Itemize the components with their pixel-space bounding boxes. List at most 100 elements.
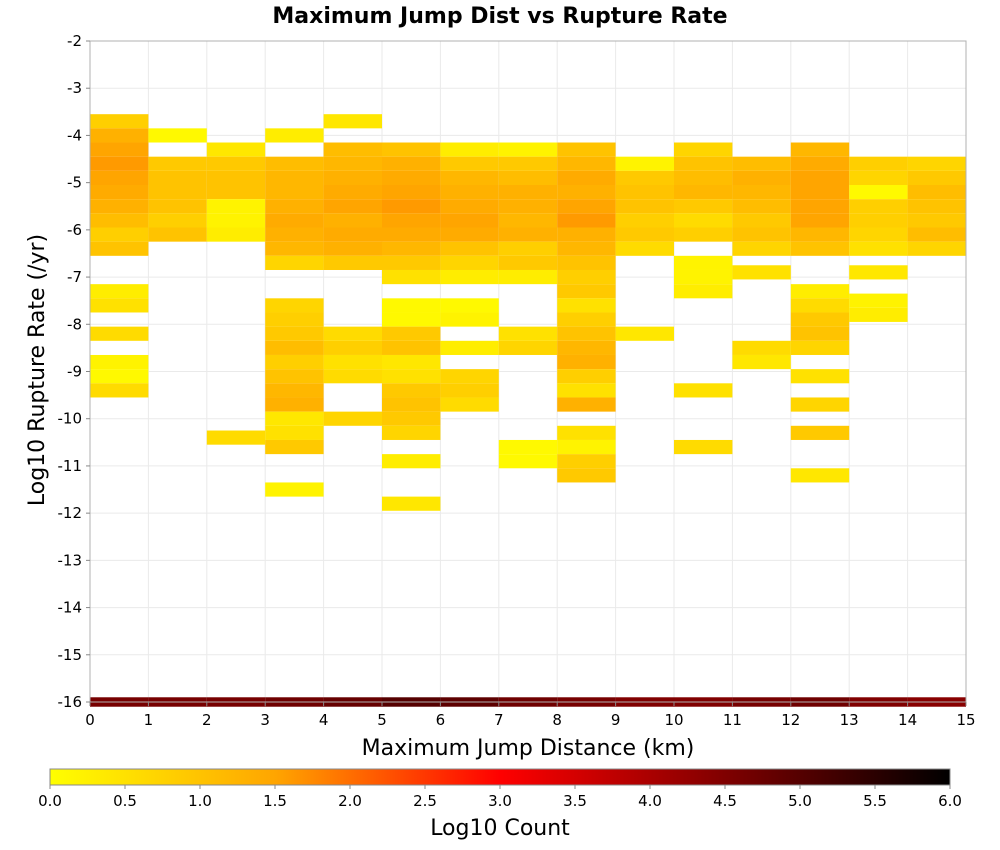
heatmap-cell [674, 170, 733, 186]
heatmap-cell [382, 496, 441, 511]
colorbar: 0.0 0.5 1.0 1.5 2.0 2.5 3.0 3.5 4.0 4.5 5.0 5.5 6.0 … [38, 768, 962, 841]
heatmap-cell [674, 156, 733, 171]
heatmap-cell [557, 255, 616, 270]
heatmap-cell [382, 340, 441, 355]
heatmap-cell [732, 170, 791, 186]
heatmap-cell [382, 255, 441, 270]
heatmap-cell [557, 383, 616, 398]
heatmap-cell [498, 454, 558, 469]
heatmap-cell [732, 213, 791, 228]
heatmap-cell [382, 241, 441, 256]
heatmap-cell [323, 411, 382, 426]
colorbar-tick-label: 4.5 [713, 792, 737, 810]
heatmap-cell [790, 468, 850, 483]
x-tick-label: 12 [781, 711, 800, 729]
heatmap-cell [440, 156, 499, 171]
heatmap-cell [206, 142, 266, 157]
heatmap-cell [557, 439, 616, 455]
heatmap-cell [440, 298, 499, 313]
colorbar-tick-label: 0.5 [113, 792, 137, 810]
heatmap-cell [323, 340, 382, 355]
heatmap-cell [498, 170, 558, 186]
heatmap-cell [440, 227, 499, 242]
heatmap-cell [148, 156, 207, 171]
heatmap-cell [382, 199, 441, 214]
heatmap-cell [849, 293, 908, 308]
heatmap-cell [849, 213, 908, 228]
heatmap-cell [265, 156, 324, 171]
heatmap-cell [498, 439, 558, 455]
heatmap-cell [790, 142, 850, 157]
heatmap-cell [90, 185, 149, 200]
heatmap-cell [615, 227, 674, 242]
heatmap-cell [674, 255, 733, 270]
heatmap-cell [265, 213, 324, 228]
heatmap-cell [382, 383, 441, 398]
y-tick-label: -11 [58, 457, 83, 475]
heatmap-cell [615, 213, 674, 228]
y-tick-label: -13 [58, 551, 83, 569]
heatmap-cell [732, 227, 791, 242]
heatmap-cell [732, 340, 791, 355]
y-tick-label: -3 [67, 79, 82, 97]
heatmap-cell [907, 170, 966, 186]
heatmap-cell [382, 185, 441, 200]
heatmap-cell [265, 411, 324, 426]
heatmap-cell [323, 227, 382, 242]
heatmap-cell [907, 185, 966, 200]
heatmap-cell [90, 369, 149, 384]
heatmap-cell [907, 213, 966, 228]
heatmap-cell [265, 312, 324, 327]
colorbar-tick-label: 5.0 [788, 792, 812, 810]
y-tick-label: -7 [67, 268, 82, 286]
x-tick-label: 8 [552, 711, 562, 729]
heatmap-cell [674, 213, 733, 228]
y-tick-label: -5 [67, 174, 82, 192]
heatmap-cell [732, 354, 791, 370]
heatmap-cell [382, 369, 441, 384]
heatmap-cell [790, 227, 850, 242]
heatmap-cell [265, 326, 324, 341]
heatmap-cell [323, 255, 382, 270]
colorbar-tick-label: 1.0 [188, 792, 212, 810]
x-tick-label: 11 [723, 711, 742, 729]
heatmap-cell [440, 241, 499, 256]
heatmap-cell [907, 199, 966, 214]
heatmap-cell [732, 241, 791, 256]
heatmap-cell [674, 142, 733, 157]
heatmap-cell [790, 213, 850, 228]
heatmap-cell [674, 439, 733, 455]
heatmap-cell [323, 213, 382, 228]
x-tick-label: 5 [377, 711, 387, 729]
heatmap-cell [674, 199, 733, 214]
heatmap-cell [849, 241, 908, 256]
heatmap-cell [265, 227, 324, 242]
heatmap-cell [440, 213, 499, 228]
heatmap-cell [382, 298, 441, 313]
heatmap-cell [382, 213, 441, 228]
colorbar-tick-label: 3.0 [488, 792, 512, 810]
x-tick-label: 15 [956, 711, 975, 729]
x-tick-label: 6 [436, 711, 446, 729]
heatmap-cell [382, 425, 441, 440]
heatmap-cell [265, 128, 324, 143]
heatmap-cell [849, 307, 908, 322]
heatmap-cell [382, 411, 441, 426]
heatmap-cell [440, 383, 499, 398]
heatmap-cell [557, 468, 616, 483]
y-tick-label: -15 [58, 646, 83, 664]
heatmap-cell [265, 241, 324, 256]
heatmap-cell [907, 227, 966, 242]
heatmap-cell [265, 482, 324, 497]
heatmap-cell [498, 241, 558, 256]
colorbar-label: Log10 Count [430, 816, 570, 841]
heatmap-cell [90, 298, 149, 313]
heatmap-cell [206, 170, 266, 186]
heatmap-cell [557, 213, 616, 228]
heatmap-cell [557, 354, 616, 370]
heatmap-cell [674, 185, 733, 200]
heatmap-cell [382, 269, 441, 285]
heatmap-cell [206, 227, 266, 242]
heatmap-cell [615, 170, 674, 186]
heatmap-cell [557, 170, 616, 186]
